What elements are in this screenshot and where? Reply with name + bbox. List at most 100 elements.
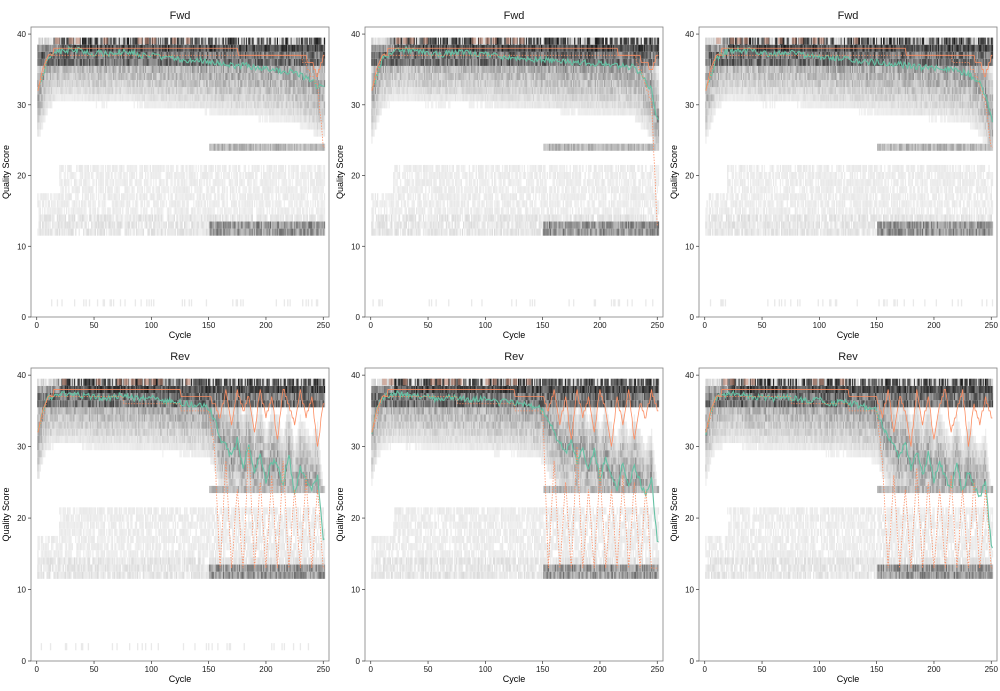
heatmap-tile: [134, 87, 137, 95]
heatmap-tile: [221, 143, 224, 151]
series-line-mean: [37, 45, 325, 90]
y-tick-label: 0: [22, 313, 27, 322]
heatmap-tile: [304, 143, 306, 151]
heatmap-tile: [205, 80, 208, 88]
heatmap-tile: [203, 214, 205, 222]
heatmap-tile: [599, 228, 601, 236]
heatmap-tile: [233, 58, 235, 66]
heatmap-tile: [315, 94, 318, 102]
heatmap-tile: [237, 87, 240, 95]
heatmap-tile: [99, 65, 101, 73]
heatmap-tile: [190, 94, 193, 102]
heatmap-tile: [286, 221, 288, 229]
heatmap-tile: [276, 72, 279, 81]
heatmap-tile: [403, 228, 405, 236]
heatmap-tile: [300, 143, 303, 151]
heatmap-tile: [594, 228, 597, 236]
heatmap-tile: [104, 58, 107, 66]
heatmap-tile: [250, 37, 252, 45]
heatmap-tile: [62, 51, 64, 59]
heatmap-tile: [444, 228, 446, 236]
heatmap-tile: [233, 186, 235, 194]
heatmap-tile: [292, 101, 295, 109]
heatmap-tile: [114, 207, 116, 215]
heatmap-tile: [112, 37, 115, 45]
heatmap-tile: [205, 87, 208, 95]
heatmap-tile: [43, 101, 45, 109]
heatmap-tile: [96, 51, 99, 59]
heatmap-tile: [212, 94, 214, 102]
heatmap-tile: [151, 164, 154, 172]
heatmap-tile: [130, 172, 132, 180]
heatmap-tile: [120, 65, 123, 73]
heatmap-tile: [320, 172, 322, 180]
heatmap-tile: [177, 186, 179, 194]
heatmap-tile: [306, 51, 308, 59]
heatmap-tile: [85, 164, 87, 172]
heatmap-tile: [257, 94, 259, 102]
heatmap-tile: [194, 65, 196, 73]
heatmap-tile: [323, 214, 326, 222]
heatmap-tile: [287, 115, 289, 123]
heatmap-tile: [534, 299, 536, 307]
heatmap-tile: [258, 193, 260, 201]
heatmap-tile: [555, 228, 558, 236]
heatmap-tile: [180, 228, 182, 236]
heatmap-tile: [303, 65, 305, 73]
heatmap-tile: [67, 164, 69, 172]
heatmap-tile: [78, 94, 80, 102]
heatmap-tile: [225, 207, 227, 215]
heatmap-tile: [299, 221, 302, 229]
heatmap-tile: [87, 228, 90, 236]
heatmap-tile: [173, 228, 175, 236]
heatmap-tile: [38, 221, 40, 229]
heatmap-tile: [259, 87, 261, 95]
heatmap-tile: [453, 228, 456, 236]
heatmap-tile: [255, 37, 257, 45]
heatmap-tile: [196, 87, 198, 95]
heatmap-tile: [55, 221, 57, 229]
heatmap-tile: [124, 172, 126, 180]
heatmap-tile: [102, 207, 104, 215]
heatmap-tile: [119, 221, 122, 229]
heatmap-tile: [56, 228, 59, 236]
heatmap-tile: [130, 179, 132, 187]
heatmap-tile: [138, 186, 140, 194]
heatmap-tile: [118, 58, 120, 66]
heatmap-tile: [321, 37, 323, 45]
heatmap-tile: [206, 72, 209, 81]
heatmap-tile: [106, 172, 108, 180]
heatmap-tile: [189, 72, 192, 81]
heatmap-tile: [242, 44, 244, 52]
heatmap-tile: [70, 207, 72, 215]
heatmap-tile: [268, 186, 271, 194]
heatmap-tile: [213, 87, 216, 95]
heatmap-tile: [531, 228, 534, 236]
heatmap-tile: [177, 37, 179, 45]
heatmap-tile: [305, 143, 307, 151]
heatmap-tile: [304, 94, 306, 102]
heatmap-tile: [257, 65, 259, 73]
heatmap-tile: [286, 101, 288, 109]
heatmap-tile: [171, 200, 173, 208]
heatmap-tile: [115, 87, 117, 95]
heatmap-tile: [102, 193, 104, 201]
heatmap-tile: [86, 87, 88, 95]
heatmap-tile: [104, 164, 107, 172]
heatmap-tile: [184, 193, 186, 201]
heatmap-tile: [249, 65, 251, 73]
heatmap-tile: [218, 94, 220, 102]
heatmap-tile: [198, 87, 201, 95]
heatmap-tile: [148, 65, 150, 73]
heatmap-tile: [92, 207, 94, 215]
heatmap-tile: [247, 172, 249, 180]
heatmap-tile: [250, 193, 252, 201]
heatmap-tile: [177, 65, 179, 73]
heatmap-tile: [186, 51, 188, 59]
heatmap-tile: [316, 179, 319, 187]
heatmap-tile: [164, 80, 166, 88]
heatmap-tile: [282, 72, 284, 81]
heatmap-tile: [202, 101, 204, 109]
heatmap-tile: [318, 51, 320, 59]
heatmap-tile: [308, 51, 311, 59]
